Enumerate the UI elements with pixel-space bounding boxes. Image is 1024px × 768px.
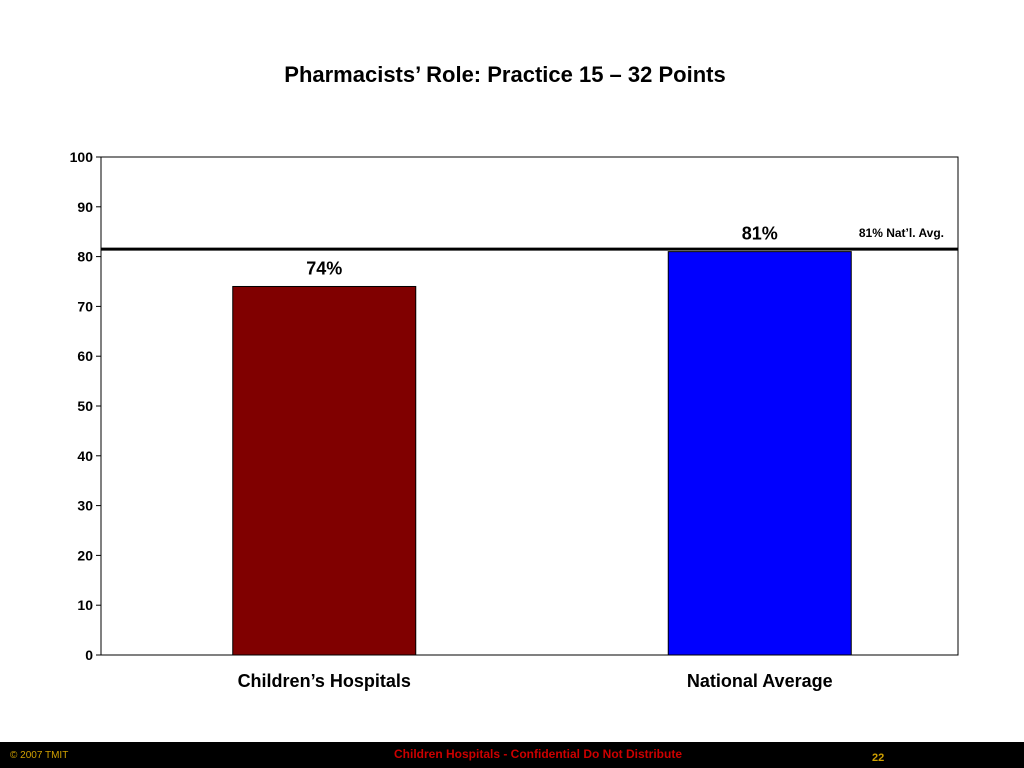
x-category-label: Children’s Hospitals xyxy=(238,671,411,691)
x-axis-labels: Children’s Hospitals National Average xyxy=(238,671,833,691)
bar-value-label: 81% xyxy=(742,224,778,244)
y-tick-label: 50 xyxy=(77,398,93,414)
y-tick-label: 0 xyxy=(85,647,93,663)
y-tick-label: 100 xyxy=(70,149,94,165)
reference-line-label: 81% Nat’l. Avg. xyxy=(859,226,944,240)
y-tick-label: 40 xyxy=(77,448,93,464)
bar xyxy=(667,251,852,656)
y-tick-label: 70 xyxy=(77,298,93,314)
y-tick-label: 20 xyxy=(77,547,93,563)
x-category-label: National Average xyxy=(687,671,833,691)
footer-copyright: © 2007 TMIT xyxy=(10,750,69,761)
reference-line-group: 81% Nat’l. Avg. xyxy=(101,226,958,251)
page-number: 22 xyxy=(872,752,885,764)
bar-value-label: 74% xyxy=(306,258,342,278)
bars: 74% 81% xyxy=(232,224,852,656)
y-axis: 0 10 20 30 40 50 60 70 80 90 100 xyxy=(70,149,101,663)
footer-bar: © 2007 TMIT Children Hospitals - Confide… xyxy=(0,742,1024,768)
bar xyxy=(232,285,417,656)
slide-title: Pharmacists’ Role: Practice 15 – 32 Poin… xyxy=(284,62,726,87)
y-tick-label: 10 xyxy=(77,597,93,613)
y-tick-label: 60 xyxy=(77,348,93,364)
y-tick-label: 90 xyxy=(77,199,93,215)
footer-confidential-notice: Children Hospitals - Confidential Do Not… xyxy=(394,747,682,761)
bar-chart: 0 10 20 30 40 50 60 70 80 90 100 74% 81% 81% Nat’l.… xyxy=(70,149,959,691)
y-tick-label: 30 xyxy=(77,498,93,514)
y-tick-label: 80 xyxy=(77,249,93,265)
